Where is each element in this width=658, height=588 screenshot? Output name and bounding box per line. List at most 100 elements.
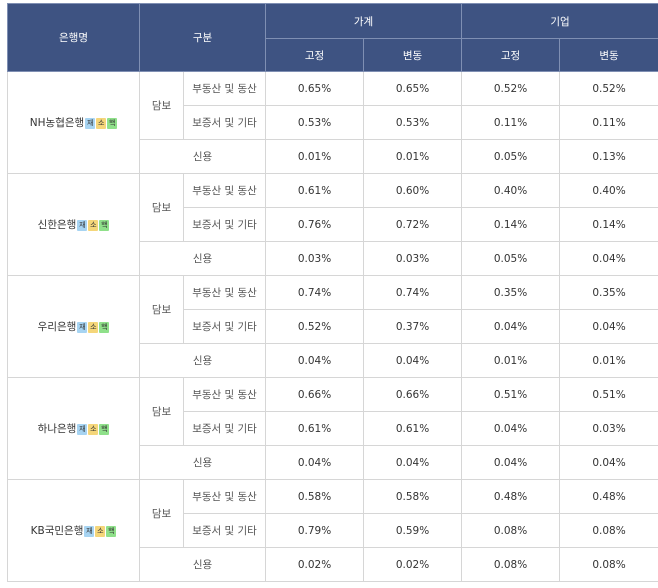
rate-cell: 0.03%: [559, 411, 658, 446]
table-row: 신용 0.03% 0.03% 0.05% 0.04%: [8, 241, 658, 276]
rate-cell: 0.04%: [559, 309, 658, 344]
rate-cell: 0.03%: [265, 241, 365, 276]
credit-label: 신용: [138, 139, 267, 174]
rate-cell: 0.03%: [363, 241, 463, 276]
header-business: 기업: [461, 3, 658, 39]
table-header: 은행명 구분 가계 기업 고정 변동 고정 변동: [7, 3, 658, 72]
real-estate-label: 부동산 및 동산: [182, 377, 267, 412]
rate-cell: 0.59%: [363, 513, 463, 548]
bank-name: 신한은행: [37, 219, 77, 231]
rate-cell: 0.04%: [265, 445, 365, 480]
guarantee-label: 보증서 및 기타: [182, 513, 267, 548]
collateral-label: 담보: [139, 275, 184, 344]
rate-cell: 0.60%: [363, 173, 463, 208]
rate-cell: 0.51%: [461, 377, 561, 412]
credit-label: 신용: [138, 445, 267, 480]
table-row: 신용 0.01% 0.01% 0.05% 0.13%: [8, 139, 658, 174]
bank-name: 우리은행: [37, 321, 77, 333]
rate-cell: 0.04%: [461, 445, 561, 480]
rate-cell: 0.51%: [559, 377, 658, 412]
rate-cell: 0.08%: [461, 547, 561, 582]
bank-name: 하나은행: [37, 423, 77, 435]
rate-cell: 0.76%: [265, 207, 365, 242]
rate-cell: 0.01%: [559, 343, 658, 378]
badge-jae: 재: [77, 423, 88, 435]
real-estate-label: 부동산 및 동산: [182, 479, 267, 514]
header-business-variable: 변동: [559, 38, 658, 72]
badge-so: 소: [88, 219, 99, 231]
rate-cell: 0.14%: [461, 207, 561, 242]
collateral-label: 담보: [139, 173, 184, 242]
table-row: 보증서 및 기타 0.53% 0.53% 0.11% 0.11%: [8, 105, 658, 140]
rate-cell: 0.66%: [363, 377, 463, 412]
rate-cell: 0.04%: [363, 343, 463, 378]
badge-jae: 재: [85, 117, 96, 129]
rate-cell: 0.04%: [363, 445, 463, 480]
rate-cell: 0.05%: [461, 241, 561, 276]
rate-cell: 0.65%: [265, 71, 365, 106]
badge-jae: 재: [84, 525, 95, 537]
rate-cell: 0.35%: [461, 275, 561, 310]
rate-cell: 0.01%: [265, 139, 365, 174]
rate-cell: 0.02%: [363, 547, 463, 582]
rate-cell: 0.04%: [461, 309, 561, 344]
rate-cell: 0.08%: [559, 547, 658, 582]
table-row: 신용 0.02% 0.02% 0.08% 0.08%: [8, 547, 658, 582]
rate-cell: 0.01%: [363, 139, 463, 174]
rate-cell: 0.14%: [559, 207, 658, 242]
header-business-fixed: 고정: [461, 38, 561, 72]
rate-cell: 0.04%: [559, 241, 658, 276]
rate-cell: 0.61%: [363, 411, 463, 446]
table-row: 보증서 및 기타 0.79% 0.59% 0.08% 0.08%: [8, 513, 658, 548]
rate-cell: 0.08%: [461, 513, 561, 548]
rate-cell: 0.53%: [363, 105, 463, 140]
credit-label: 신용: [138, 241, 267, 276]
badge-haek: 핵: [99, 321, 110, 333]
bank-cell: 우리은행 재 소 핵: [7, 275, 140, 378]
rate-cell: 0.37%: [363, 309, 463, 344]
bank-name: KB국민은행: [30, 525, 84, 537]
badge-haek: 핵: [99, 219, 110, 231]
rate-cell: 0.08%: [559, 513, 658, 548]
table-row: KB국민은행 재 소 핵 담보 부동산 및 동산 0.58% 0.58% 0.48% 0.48%: [7, 479, 658, 582]
rate-cell: 0.02%: [265, 547, 365, 582]
guarantee-label: 보증서 및 기타: [182, 309, 267, 344]
rate-cell: 0.61%: [265, 173, 365, 208]
rate-cell: 0.74%: [363, 275, 463, 310]
rate-cell: 0.11%: [461, 105, 561, 140]
rate-cell: 0.48%: [559, 479, 658, 514]
rate-cell: 0.58%: [265, 479, 365, 514]
rate-cell: 0.72%: [363, 207, 463, 242]
rate-cell: 0.11%: [559, 105, 658, 140]
guarantee-label: 보증서 및 기타: [182, 411, 267, 446]
collateral-label: 담보: [139, 71, 184, 140]
table-row: 신용 0.04% 0.04% 0.01% 0.01%: [8, 343, 658, 378]
header-category: 구분: [138, 3, 267, 72]
bank-cell: NH농협은행 재 소 핵: [7, 71, 140, 174]
credit-label: 신용: [138, 343, 267, 378]
guarantee-label: 보증서 및 기타: [182, 105, 267, 140]
rate-cell: 0.48%: [461, 479, 561, 514]
badge-haek: 핵: [107, 117, 118, 129]
rate-cell: 0.52%: [265, 309, 365, 344]
badge-haek: 핵: [99, 423, 110, 435]
rate-cell: 0.66%: [265, 377, 365, 412]
real-estate-label: 부동산 및 동산: [182, 173, 267, 208]
rate-cell: 0.04%: [265, 343, 365, 378]
table-body: NH농협은행 재 소 핵 담보 부동산 및 동산 0.65% 0.65% 0.52% 0.52% 보…: [7, 71, 658, 582]
collateral-label: 담보: [139, 479, 184, 548]
rate-cell: 0.58%: [363, 479, 463, 514]
rate-table: 은행명 구분 가계 기업 고정 변동 고정 변동 NH농협은행 재 소 핵 담보 부동산 …: [7, 3, 658, 582]
real-estate-label: 부동산 및 동산: [182, 275, 267, 310]
rate-cell: 0.40%: [461, 173, 561, 208]
bank-cell: 하나은행 재 소 핵: [7, 377, 140, 480]
table-row: 신한은행 재 소 핵 담보 부동산 및 동산 0.61% 0.60% 0.40% 0.40%: [7, 173, 658, 276]
rate-cell: 0.61%: [265, 411, 365, 446]
real-estate-label: 부동산 및 동산: [182, 71, 267, 106]
header-household-fixed: 고정: [265, 38, 365, 72]
credit-label: 신용: [138, 547, 267, 582]
rate-cell: 0.35%: [559, 275, 658, 310]
badge-so: 소: [96, 117, 107, 129]
rate-cell: 0.05%: [461, 139, 561, 174]
rate-cell: 0.04%: [559, 445, 658, 480]
